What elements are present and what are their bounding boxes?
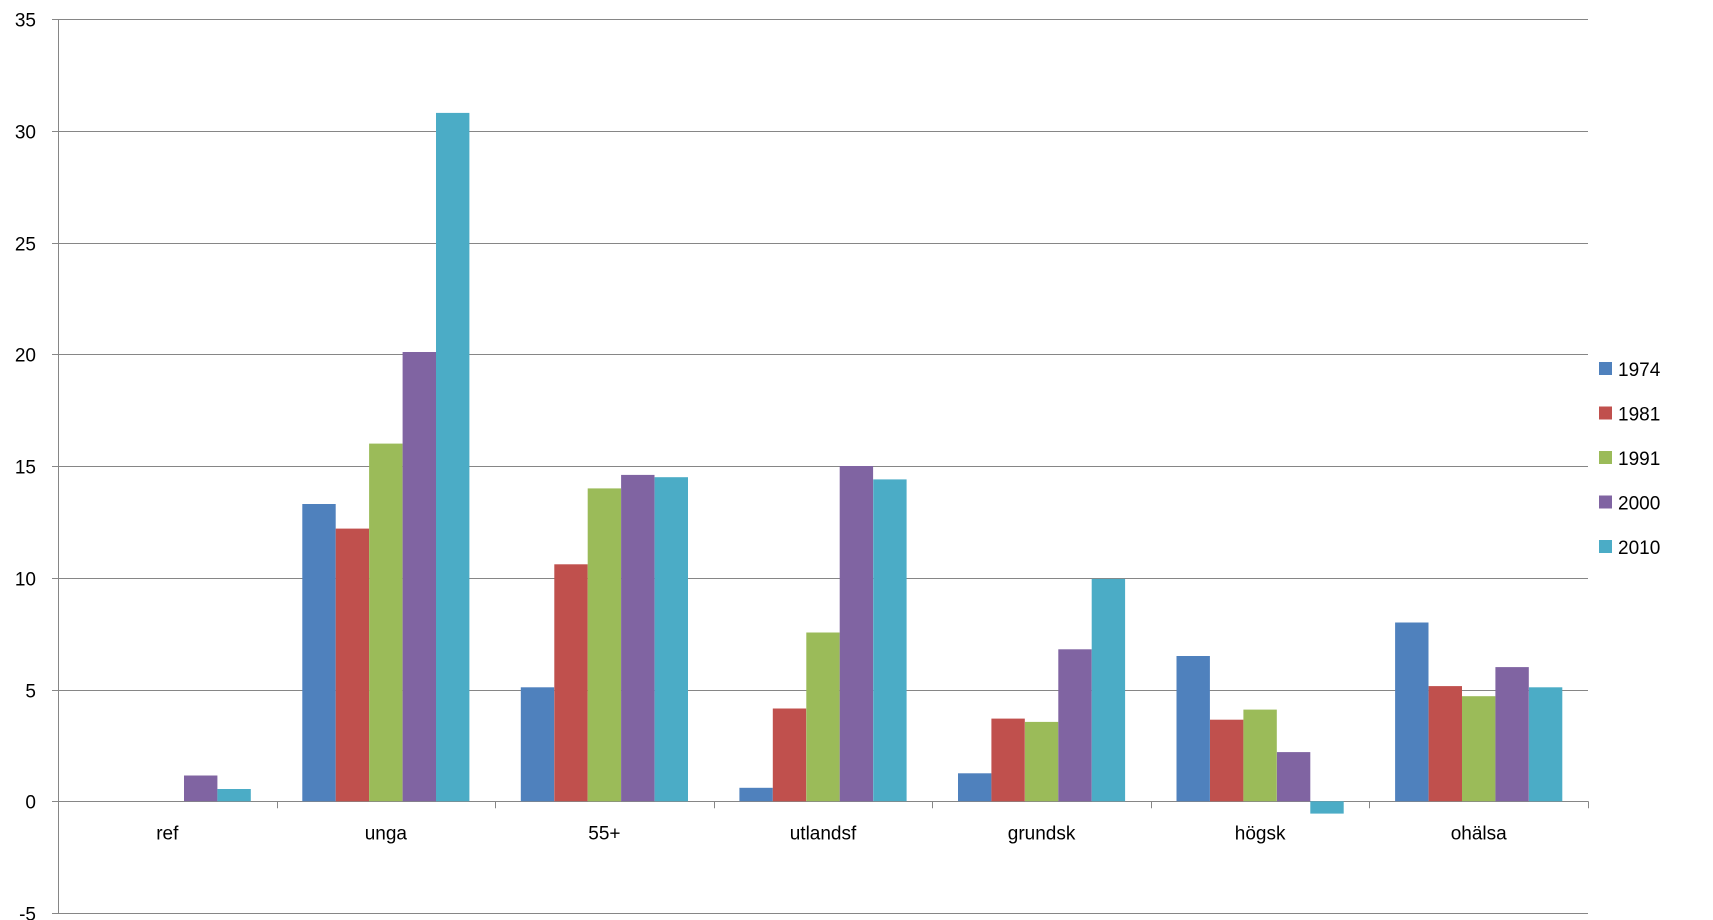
bar-2000-utlandsf [839, 466, 874, 802]
bar-1981-grundsk [991, 718, 1025, 802]
bar-1981-högsk [1210, 719, 1244, 802]
category-label: ohälsa [1451, 823, 1507, 844]
category-label: grundsk [1008, 823, 1076, 844]
y-tick-label: 35 [15, 11, 36, 32]
bar-2010-unga [436, 112, 470, 802]
legend-swatch-1991 [1599, 451, 1612, 464]
bar-2010-ref [217, 789, 251, 802]
legend-label: 1991 [1618, 449, 1660, 470]
category-label: 55+ [588, 823, 620, 844]
bar-2010-grundsk [1091, 578, 1126, 802]
bar-2000-ohälsa [1495, 667, 1529, 802]
legend-label: 2000 [1618, 494, 1660, 515]
bar-2000-högsk [1276, 752, 1311, 802]
y-tick-label: 25 [15, 235, 36, 256]
category-label: ref [156, 823, 179, 844]
legend-label: 1974 [1618, 360, 1661, 381]
y-tick-label: 30 [15, 123, 36, 144]
bar-1981-utlandsf [772, 708, 807, 802]
bar-1974-högsk [1176, 656, 1210, 802]
category-label: unga [365, 823, 408, 844]
legend-swatch-2000 [1599, 495, 1612, 509]
bar-1974-55+ [520, 687, 555, 802]
bar-1974-grundsk [958, 773, 992, 802]
bar-2010-ohälsa [1528, 687, 1563, 802]
bar-1991-utlandsf [806, 632, 840, 802]
y-tick-label: 5 [25, 682, 36, 703]
y-tick-label: -5 [19, 905, 36, 920]
bar-2010-utlandsf [873, 479, 907, 802]
bar-2000-ref [184, 775, 218, 802]
category-label: utlandsf [790, 823, 857, 844]
bar-1991-unga [369, 443, 403, 802]
bar-2010-högsk [1310, 801, 1344, 814]
legend-label: 2010 [1618, 538, 1660, 559]
legend-swatch-1981 [1599, 406, 1612, 420]
bar-1981-55+ [554, 564, 588, 802]
bar-1991-55+ [587, 488, 622, 802]
legend: 1974 1981 1991 2000 2010 [1599, 360, 1661, 559]
bar-1991-grundsk [1024, 721, 1059, 802]
bar-1974-utlandsf [739, 787, 773, 802]
y-tick-label: 0 [25, 793, 36, 814]
bars [184, 112, 1563, 814]
bar-2000-55+ [621, 474, 655, 802]
y-tick-label: 20 [15, 346, 36, 367]
category-label: högsk [1235, 823, 1286, 844]
bar-1991-högsk [1243, 709, 1277, 802]
bar-2000-unga [402, 352, 436, 802]
bar-1981-ohälsa [1428, 686, 1462, 802]
legend-label: 1981 [1618, 405, 1660, 426]
bar-1981-unga [335, 528, 370, 802]
bar-2000-grundsk [1058, 649, 1092, 802]
bar-1991-ohälsa [1462, 696, 1496, 802]
bar-1974-unga [302, 504, 336, 802]
y-tick-label: 15 [15, 458, 36, 479]
bar-1974-ohälsa [1395, 622, 1429, 802]
axis-labels: -5 0 5 10 15 20 25 30 35 ref unga 55+ utlandsf grunds… [15, 11, 1507, 920]
legend-swatch-1974 [1599, 362, 1612, 375]
axes [52, 19, 1589, 914]
y-tick-label: 10 [15, 570, 36, 591]
bar-2010-55+ [654, 477, 688, 802]
legend-swatch-2010 [1599, 540, 1612, 553]
